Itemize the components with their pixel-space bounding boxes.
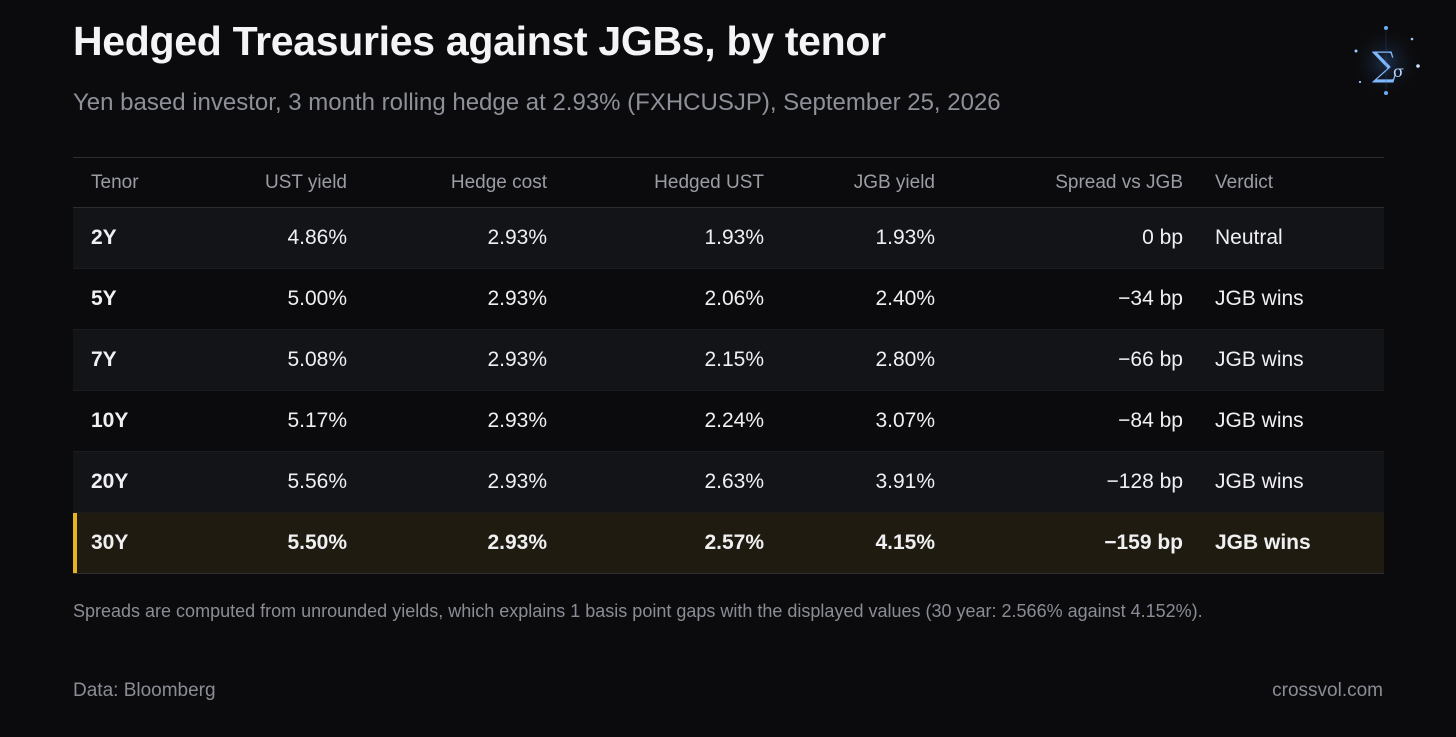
data-source: Data: Bloomberg bbox=[73, 680, 216, 701]
ust-yield-cell: 5.50% bbox=[287, 531, 347, 554]
spread-cell: −84 bp bbox=[1118, 409, 1183, 432]
verdict-cell: JGB wins bbox=[1215, 531, 1311, 554]
table-row: 2Y 4.86% 2.93% 1.93% 1.93% 0 bp Neutral bbox=[73, 208, 1384, 269]
tenor-cell: 5Y bbox=[91, 287, 117, 310]
table-row: 7Y 5.08% 2.93% 2.15% 2.80% −66 bp JGB wi… bbox=[73, 330, 1384, 391]
jgb-yield-cell: 2.40% bbox=[875, 287, 935, 310]
verdict-cell: JGB wins bbox=[1215, 348, 1304, 371]
header-hedge-cost: Hedge cost bbox=[450, 171, 547, 193]
ust-yield-cell: 5.08% bbox=[287, 348, 347, 371]
header-verdict: Verdict bbox=[1215, 171, 1274, 193]
header-jgb-yield: JGB yield bbox=[853, 171, 935, 193]
spread-cell: −66 bp bbox=[1118, 348, 1183, 371]
sigma-constellation-icon: ∑ σ bbox=[1350, 26, 1422, 98]
jgb-yield-cell: 3.07% bbox=[875, 409, 935, 432]
hedge-cost-cell: 2.93% bbox=[487, 409, 547, 432]
hedged-ust-cell: 2.06% bbox=[704, 287, 764, 310]
ust-yield-cell: 4.86% bbox=[287, 226, 347, 249]
page-subtitle: Yen based investor, 3 month rolling hedg… bbox=[73, 89, 1001, 116]
table-header-row: Tenor UST yield Hedge cost Hedged UST JG… bbox=[73, 158, 1384, 208]
ust-yield-cell: 5.56% bbox=[287, 470, 347, 493]
verdict-cell: JGB wins bbox=[1215, 287, 1304, 310]
hedge-cost-cell: 2.93% bbox=[487, 348, 547, 371]
ust-yield-cell: 5.17% bbox=[287, 409, 347, 432]
spread-cell: −128 bp bbox=[1106, 470, 1184, 493]
hedge-cost-cell: 2.93% bbox=[487, 287, 547, 310]
jgb-yield-cell: 4.15% bbox=[875, 531, 935, 554]
hedged-ust-cell: 2.24% bbox=[704, 409, 764, 432]
hedged-ust-cell: 2.63% bbox=[704, 470, 764, 493]
table-row: 10Y 5.17% 2.93% 2.24% 3.07% −84 bp JGB w… bbox=[73, 391, 1384, 452]
ust-yield-cell: 5.00% bbox=[287, 287, 347, 310]
header-hedged-ust: Hedged UST bbox=[654, 171, 764, 193]
brand-credit: crossvol.com bbox=[1272, 680, 1383, 701]
tenor-cell: 30Y bbox=[91, 531, 129, 554]
table-row: 20Y 5.56% 2.93% 2.63% 3.91% −128 bp JGB … bbox=[73, 452, 1384, 513]
tenor-cell: 10Y bbox=[91, 409, 129, 432]
hedge-cost-cell: 2.93% bbox=[487, 470, 547, 493]
tenor-cell: 2Y bbox=[91, 226, 117, 249]
jgb-yield-cell: 1.93% bbox=[875, 226, 935, 249]
verdict-cell: JGB wins bbox=[1215, 470, 1304, 493]
table-row: 5Y 5.00% 2.93% 2.06% 2.40% −34 bp JGB wi… bbox=[73, 269, 1384, 330]
tenor-cell: 7Y bbox=[91, 348, 117, 371]
hedged-ust-cell: 2.15% bbox=[704, 348, 764, 371]
footnote: Spreads are computed from unrounded yiel… bbox=[73, 601, 1203, 621]
hedge-cost-cell: 2.93% bbox=[487, 531, 547, 554]
spread-cell: −34 bp bbox=[1118, 287, 1183, 310]
hedge-cost-cell: 2.93% bbox=[487, 226, 547, 249]
page-title: Hedged Treasuries against JGBs, by tenor bbox=[73, 18, 886, 64]
verdict-cell: Neutral bbox=[1215, 226, 1283, 249]
header-tenor: Tenor bbox=[91, 171, 139, 193]
svg-text:σ: σ bbox=[1393, 62, 1404, 81]
table-row-highlighted: 30Y 5.50% 2.93% 2.57% 4.15% −159 bp JGB … bbox=[73, 513, 1384, 574]
hedged-ust-cell: 1.93% bbox=[704, 226, 764, 249]
spread-cell: 0 bp bbox=[1142, 226, 1183, 249]
hedged-ust-cell: 2.57% bbox=[704, 531, 764, 554]
header-ust-yield: UST yield bbox=[264, 171, 347, 193]
tenor-table: Tenor UST yield Hedge cost Hedged UST JG… bbox=[73, 157, 1384, 574]
spread-cell: −159 bp bbox=[1104, 531, 1183, 554]
svg-text:∑: ∑ bbox=[1372, 45, 1396, 85]
jgb-yield-cell: 3.91% bbox=[875, 470, 935, 493]
jgb-yield-cell: 2.80% bbox=[875, 348, 935, 371]
highlight-accent-bar bbox=[73, 513, 77, 573]
header-spread: Spread vs JGB bbox=[1055, 171, 1183, 193]
verdict-cell: JGB wins bbox=[1215, 409, 1304, 432]
tenor-cell: 20Y bbox=[91, 470, 129, 493]
